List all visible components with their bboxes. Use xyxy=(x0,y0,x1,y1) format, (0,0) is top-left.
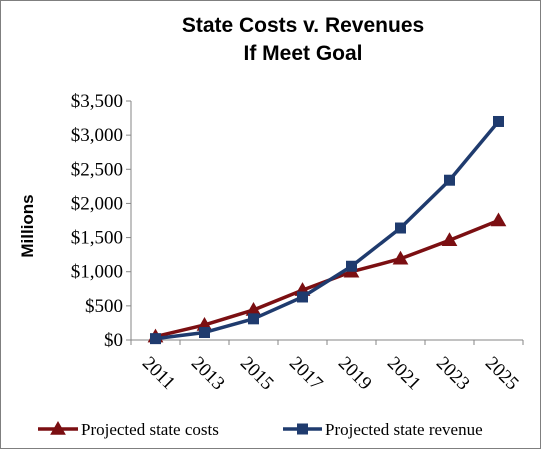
x-tick-label: 2021 xyxy=(383,353,425,395)
legend: Projected state costs Projected state rev… xyxy=(38,420,483,439)
y-tick-label: $0 xyxy=(104,330,123,351)
data-point-square xyxy=(444,174,455,186)
chart-title: State Costs v. Revenues xyxy=(182,14,424,37)
data-point-square xyxy=(248,313,259,325)
y-tick-label: $3,000 xyxy=(71,125,123,146)
data-point-square xyxy=(297,291,308,303)
x-tick-label: 2019 xyxy=(334,353,376,395)
chart-subtitle: If Meet Goal xyxy=(243,42,362,65)
legend-entry: Projected state revenue xyxy=(283,420,483,439)
data-point-square xyxy=(346,260,357,272)
data-point-square xyxy=(199,326,210,338)
data-point-triangle xyxy=(392,250,409,265)
x-tick-label: 2013 xyxy=(187,353,229,395)
data-point-square xyxy=(395,222,406,234)
series-costs xyxy=(147,212,507,343)
series-revenue xyxy=(150,115,504,345)
y-tick-label: $1,000 xyxy=(71,262,123,283)
y-tick-label: $1,500 xyxy=(71,228,123,249)
data-point-triangle xyxy=(50,420,66,435)
x-tick-label: 2025 xyxy=(481,353,523,395)
x-tick-label: 2023 xyxy=(432,353,474,395)
data-point-triangle xyxy=(490,212,507,227)
y-tick-label: $2,000 xyxy=(71,193,123,214)
legend-label: Projected state costs xyxy=(81,420,219,439)
series-line xyxy=(155,120,500,341)
y-tick-label: $500 xyxy=(85,296,123,317)
data-point-square xyxy=(297,423,308,435)
data-point-square xyxy=(493,115,504,127)
data-point-square xyxy=(150,333,161,345)
x-tick-label: 2017 xyxy=(285,353,327,395)
plot-area: $0 $500 $1,000 $1,500 $2,000 $2,500 $3,000 $3,5… xyxy=(71,91,524,395)
legend-label: Projected state revenue xyxy=(325,420,483,439)
y-axis-label: Millions xyxy=(18,194,37,257)
x-tick-label: 2011 xyxy=(138,353,179,394)
x-tick-label: 2015 xyxy=(236,353,278,395)
legend-entry: Projected state costs xyxy=(38,420,219,439)
y-tick-label: $2,500 xyxy=(71,159,123,180)
y-tick-label: $3,500 xyxy=(71,91,123,112)
data-point-triangle xyxy=(441,232,458,247)
